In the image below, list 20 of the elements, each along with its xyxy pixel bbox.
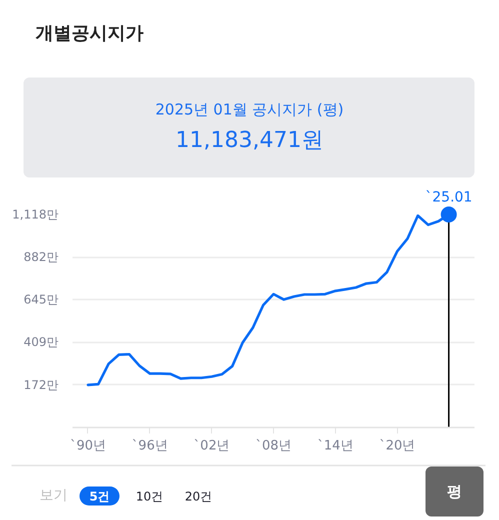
text: 20건 bbox=[184, 490, 212, 504]
y-tick-label: 409만 bbox=[24, 335, 58, 350]
text: 5건 bbox=[89, 490, 110, 504]
text: 평 bbox=[447, 482, 462, 500]
text: 보기 bbox=[40, 488, 68, 504]
chart-title: 개별공시지가 bbox=[36, 23, 144, 44]
x-tick-label: `14년 bbox=[317, 438, 354, 454]
chart-subtitle: 2025년 01월 공시지가 (평) bbox=[155, 100, 344, 118]
text: 10건 bbox=[136, 490, 164, 504]
x-tick-label: `08년 bbox=[256, 438, 292, 454]
ref-line-label: `25.01 bbox=[425, 190, 472, 206]
y-tick-label: 172만 bbox=[24, 378, 58, 392]
x-tick-label: `96년 bbox=[132, 438, 168, 454]
x-tick-label: `90년 bbox=[70, 438, 106, 454]
y-tick-label: 645만 bbox=[24, 292, 58, 307]
y-tick-label: 882만 bbox=[24, 250, 58, 264]
text: 11,183,471원 bbox=[176, 128, 324, 153]
x-tick-label: `20년 bbox=[379, 438, 416, 454]
x-tick-label: `02년 bbox=[194, 438, 230, 454]
y-tick-label: 1,118만 bbox=[12, 208, 59, 222]
